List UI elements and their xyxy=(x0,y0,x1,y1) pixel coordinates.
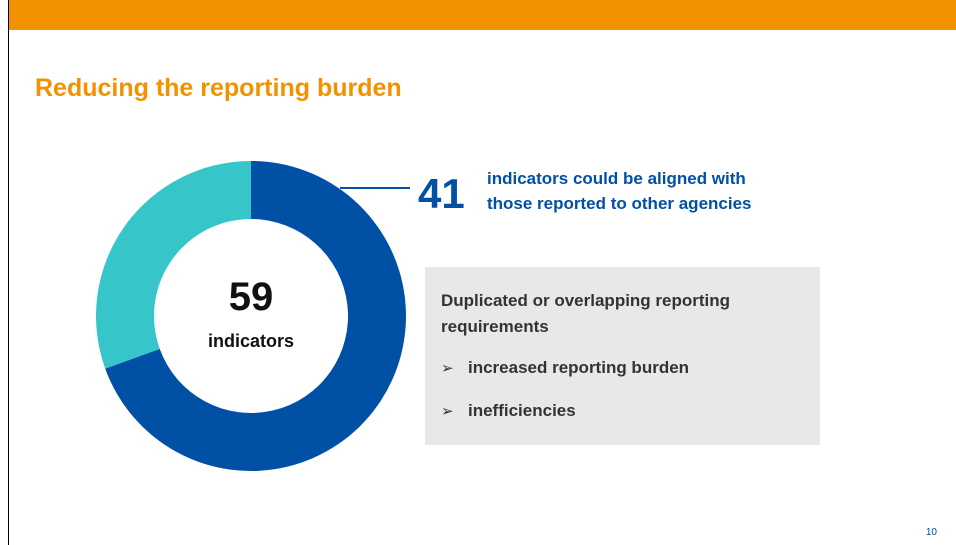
top-bar xyxy=(8,0,956,30)
callout-heading: requirements xyxy=(441,317,549,336)
donut-segment xyxy=(96,161,252,369)
center-value: 59 xyxy=(229,275,274,319)
bullet: increased reporting burden xyxy=(468,358,689,377)
title: Reducing the reporting burden xyxy=(35,74,402,102)
annotation-line: indicators could be aligned with xyxy=(487,169,746,188)
bullet-marker: ➢ xyxy=(441,360,454,377)
value-label: 41 xyxy=(418,170,465,217)
center-label: indicators xyxy=(208,331,294,351)
annotation-line: those reported to other agencies xyxy=(487,194,752,213)
donut-segment xyxy=(105,161,406,471)
callout-heading: Duplicated or overlapping reporting xyxy=(441,291,730,310)
callout-box xyxy=(425,267,820,445)
donut xyxy=(96,161,406,471)
bullet: inefficiencies xyxy=(468,401,576,420)
bullet-marker: ➢ xyxy=(441,403,454,420)
page-number: 10 xyxy=(926,527,938,538)
